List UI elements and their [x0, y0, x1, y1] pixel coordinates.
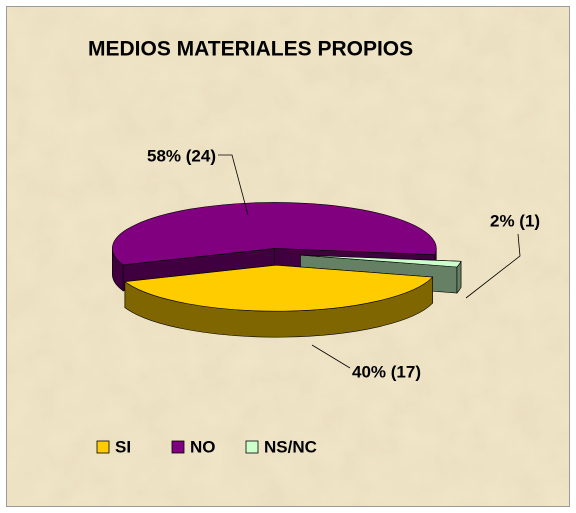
legend-swatch — [245, 440, 259, 454]
legend-label: SI — [115, 437, 131, 456]
data-label: 2% (1) — [490, 211, 540, 230]
data-label: 40% (17) — [352, 362, 421, 381]
leader-line — [218, 154, 249, 216]
legend-swatch — [96, 440, 110, 454]
data-label: 58% (24) — [147, 146, 216, 165]
legend-label: NO — [190, 437, 216, 456]
slice — [124, 264, 434, 312]
leader-line — [311, 344, 351, 369]
slice — [112, 202, 437, 266]
legend-label: NS/NC — [264, 437, 317, 456]
slice — [300, 254, 462, 268]
leader-line — [465, 233, 521, 299]
chart-title: MEDIOS MATERIALES PROPIOS — [88, 38, 413, 61]
legend-swatch — [171, 440, 185, 454]
frame — [6, 6, 570, 507]
